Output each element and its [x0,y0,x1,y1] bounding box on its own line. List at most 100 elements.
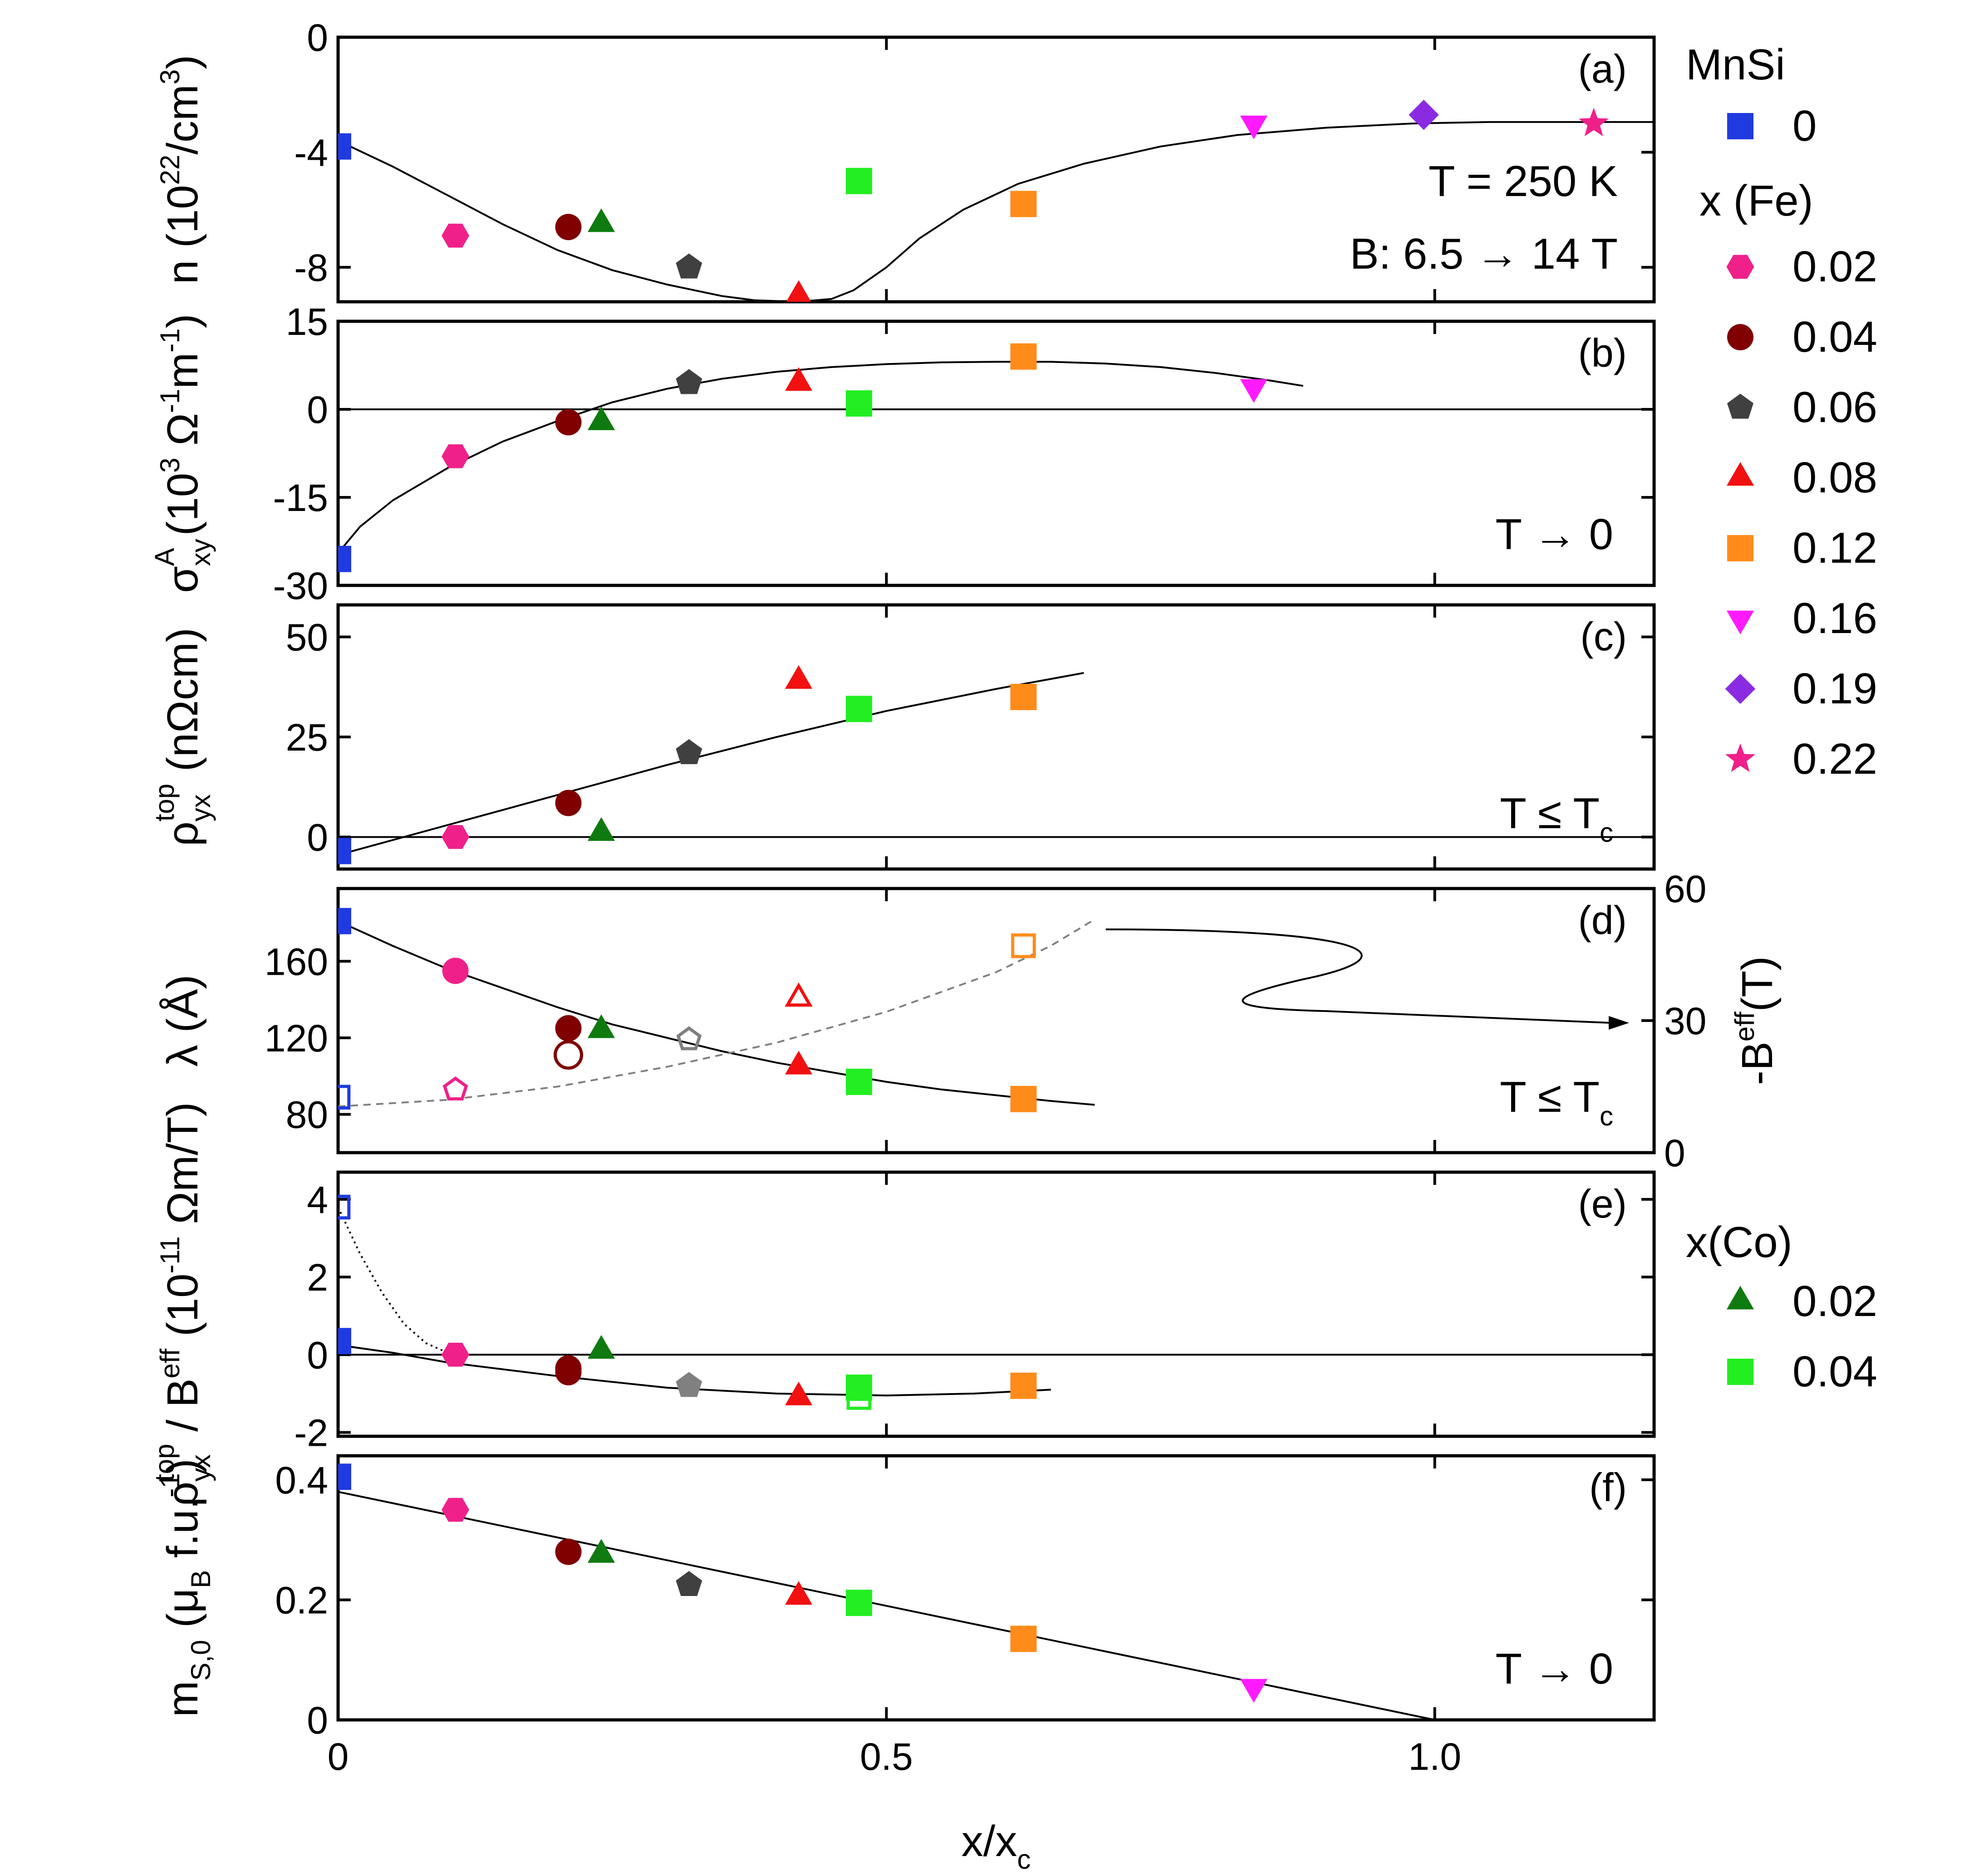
y-label-unit2: Ω [158,413,207,457]
y-tick-label: -4 [294,131,328,174]
legend-marker-co002 [1726,1286,1754,1310]
data-point-fe008 [785,1581,813,1605]
legend-marker-fe019 [1725,673,1756,704]
panel-tag: (d) [1578,898,1627,943]
y-label-unit_line2: (10 [158,1273,207,1348]
data-point-fe012 [1010,683,1037,710]
x-tick-label: 1.0 [1408,1735,1461,1778]
data-point-co002 [587,208,615,232]
panel-plot-area [338,99,1654,302]
y-label-unit: (10 [158,473,207,548]
legend-marker-x0 [1727,113,1753,139]
annotation-field: B: 6.5 → 14 T [1350,230,1618,278]
y-label-unit_sup: eff [155,1349,185,1379]
data-point-fe006 [676,253,702,279]
data-point-fe016 [1240,1679,1268,1703]
data-point-co004 [845,1590,872,1616]
legend-label: 0.02 [1792,242,1877,291]
y-label-main_sup: top [149,784,180,821]
data-point-co004 [845,167,872,194]
panel-plot-area [338,1463,1435,1720]
panel-f: 0.4 0.2 0 (f) T → 0 mS,0 (μB f.u.-1) [155,1454,1656,1742]
fit-curve [338,121,1654,302]
data-point-fe008 [785,1051,813,1075]
y-tick-label: -30 [273,565,328,607]
data-point-fe012 [1010,1085,1037,1112]
fit-curve [338,1344,1051,1397]
legend-label: 0.04 [1792,1347,1877,1396]
data-point-fe006 [676,739,702,764]
data-point-co004 [845,390,872,417]
data-point-co002 [587,406,615,430]
y-tick-label: 0.4 [275,1459,328,1502]
axis-pointer-arrowhead [1609,1016,1629,1030]
y-tick-label: 2 [307,1256,328,1299]
data-point-fe008 [785,367,813,391]
fit-curve [338,672,1084,856]
data-point-x0 [338,838,351,864]
legend-title: x (Fe) [1699,177,1813,225]
data-point-co004 [845,1068,872,1095]
panel-plot-area [338,1194,1654,1410]
data-point-co004-open [846,1385,872,1410]
y-label-unit: (μ [158,1588,207,1640]
panel-c: 50 25 0 (c) T ≤ Tc ρyxtop (nΩcm) [149,603,1656,871]
axis-pointer-arrow [1105,928,1611,1024]
data-point-x0 [338,545,351,572]
data-point-fe004 [555,214,582,241]
data-point-fe002 [442,825,469,849]
legend-marker-fe002 [1726,255,1754,279]
y2-tick-label: 0 [1664,1132,1685,1174]
x-tick-label: 0.5 [860,1735,913,1778]
data-point-fe004-y2-open [554,1040,583,1070]
y-label-main_sup: top [149,1444,180,1482]
annotation-temperature: T ≤ Tc [1500,1073,1613,1131]
y-tick-label: 25 [286,716,328,759]
y-label-sup2: -1 [155,1473,185,1497]
y-tick-label: 0 [307,388,328,431]
data-point-fe002 [442,1342,469,1367]
y-tick-label: 120 [265,1017,328,1060]
fit-curve [338,920,1095,1106]
y-label-sup1: 3 [155,458,185,473]
y-label-unit3: ) [158,55,207,69]
y-label-unit: (10 [158,185,207,260]
panels-layer: 0-4-8(a)T = 250 KB: 6.5 → 14 Tn (1022/cm… [149,16,1782,1742]
y-axis-label: σxyA (103 Ω-1m-1) [149,314,216,593]
data-point-co002 [587,817,615,841]
data-point-x0-y2-open [338,1085,351,1110]
y2-label-sup: eff [1729,1012,1760,1041]
data-point-fe002 [442,223,469,248]
y-label-sup1: -11 [155,1236,185,1273]
panel-e: 4 2 0 -2 (e) ρyxtop / Beff (10-11 Ωm/T) [149,1102,1656,1507]
legend-title: x(Co) [1686,1218,1792,1267]
data-point-fe006 [676,369,702,394]
y-label-main: ρ [158,821,207,846]
y-label-main_sub: yx [186,1454,216,1482]
panel-tag: (b) [1578,330,1627,375]
data-point-fe004 [555,1015,582,1041]
fit-curve [338,1491,1435,1720]
data-point-fe002-y2-open [442,1076,468,1100]
legend-title: MnSi [1686,40,1785,89]
data-point-fe012 [1010,343,1037,370]
y-tick-label: -15 [273,476,328,519]
legend-label: 0.08 [1792,453,1877,502]
y-label-sup3: -1 [155,328,185,352]
legend-marker-co004 [1727,1359,1753,1385]
data-point-fe002 [442,958,469,984]
y-tick-label: 0 [307,1334,328,1376]
panel-d: 160 120 80 60 30 0 -Beff(T) (d) T ≤ Tc λ (Å) [158,868,1782,1174]
annotation-sub: c [1600,817,1613,848]
panel-frame [336,603,1656,871]
y-axis-label: n (1022/cm3) [155,55,207,285]
y-axis-label: ρyxtop (nΩcm) [149,628,216,846]
x-tick-label: 0 [328,1735,349,1778]
x-label-main: x/x [962,1817,1017,1866]
data-point-x0-open [338,1194,351,1220]
legend-label: 0.19 [1792,664,1877,713]
y-label-main: m [158,1681,207,1717]
annotation-temperature: T ≤ Tc [1500,789,1613,848]
